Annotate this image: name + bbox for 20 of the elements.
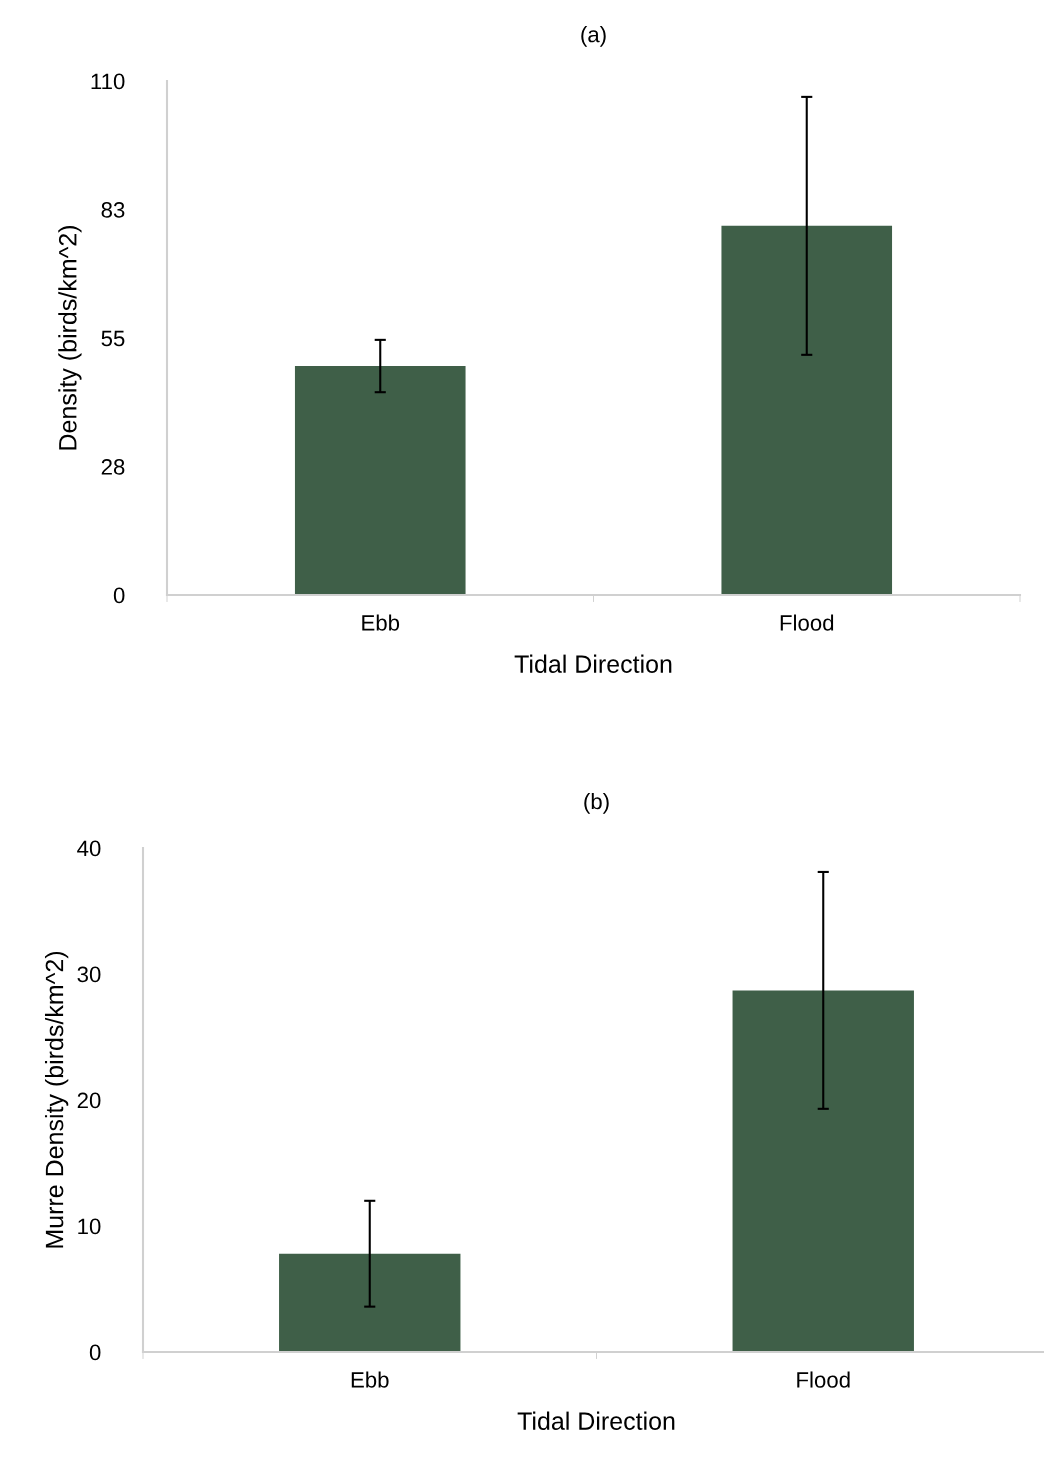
y-tick-label: 28 [101, 459, 125, 475]
x-tick-label: Ebb [351, 1371, 389, 1388]
y-tick-label: 0 [113, 587, 125, 604]
y-tick-label: 30 [77, 966, 101, 983]
chart-title: (b) [584, 793, 609, 814]
y-tick-label: 110 [91, 73, 125, 90]
y-tick-label: 40 [77, 840, 101, 857]
chart-title: (a) [581, 26, 606, 47]
y-tick-label: 83 [101, 202, 125, 218]
x-tick-label: Flood [797, 1371, 850, 1388]
x-axis-title: Tidal Direction [517, 1411, 675, 1430]
x-tick-label: Ebb [362, 614, 400, 631]
y-tick-label: 0 [89, 1344, 101, 1361]
y-axis-title: Density (birds/km^2) [58, 226, 82, 450]
x-tick-label: Flood [780, 614, 834, 631]
y-axis-title: Murre Density (birds/km^2) [44, 951, 69, 1248]
y-tick-label: 20 [77, 1092, 101, 1109]
x-axis-title: Tidal Direction [514, 654, 672, 673]
y-tick-label: 10 [78, 1218, 101, 1235]
y-tick-label: 55 [101, 330, 125, 347]
